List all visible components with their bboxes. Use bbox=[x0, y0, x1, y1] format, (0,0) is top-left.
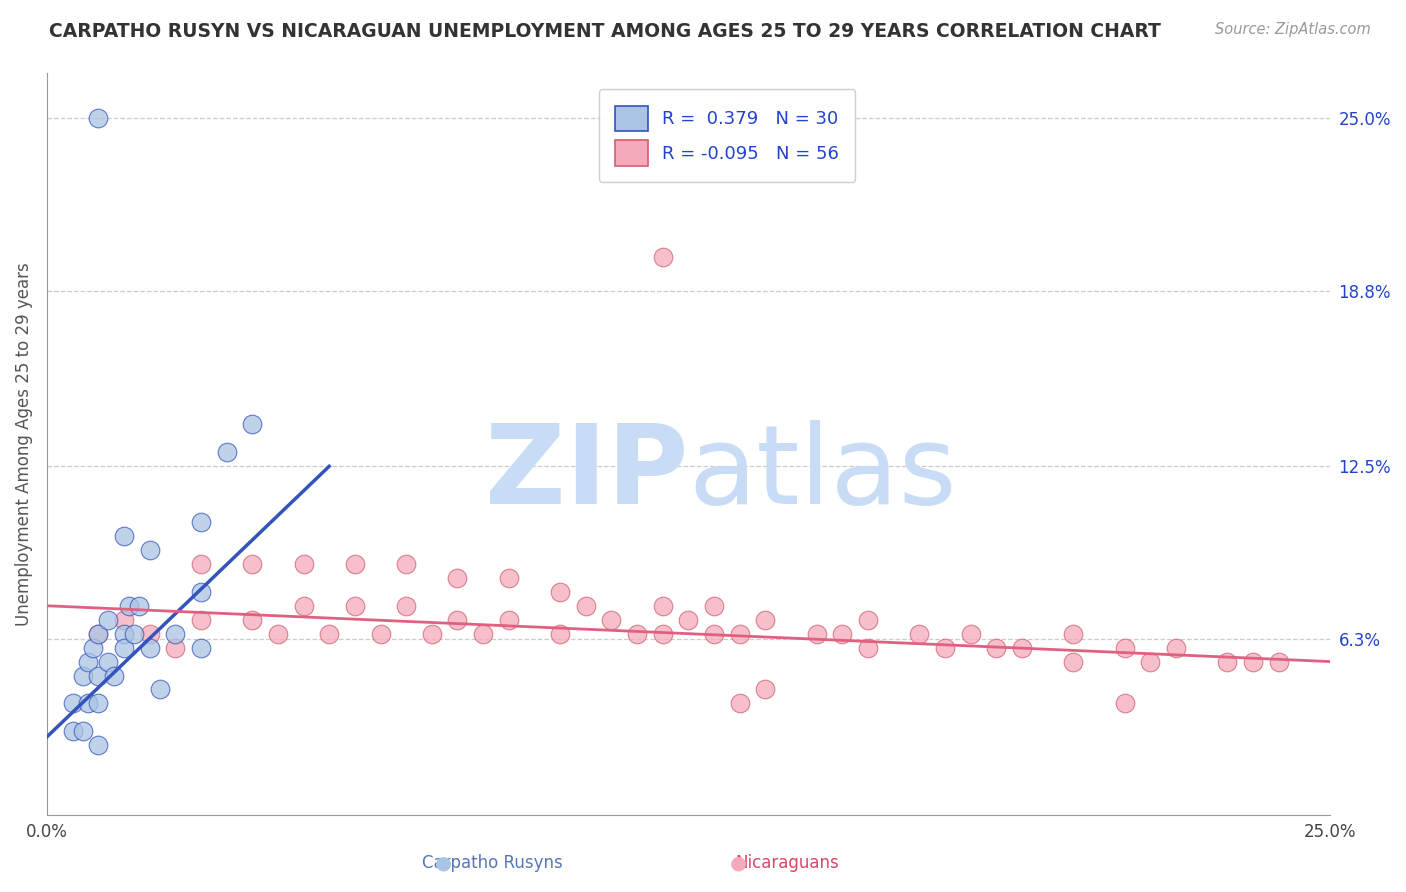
Point bbox=[215, 445, 238, 459]
Point bbox=[1114, 697, 1136, 711]
Point bbox=[292, 557, 315, 571]
Point bbox=[190, 640, 212, 655]
Point bbox=[190, 584, 212, 599]
Point bbox=[122, 626, 145, 640]
Point bbox=[77, 655, 100, 669]
Point bbox=[165, 640, 187, 655]
Point bbox=[87, 697, 110, 711]
Point bbox=[62, 724, 84, 739]
Point bbox=[678, 613, 700, 627]
Point bbox=[72, 724, 94, 739]
Point bbox=[77, 697, 100, 711]
Point bbox=[240, 557, 263, 571]
Point bbox=[343, 599, 366, 613]
Point bbox=[82, 640, 104, 655]
Point bbox=[149, 682, 172, 697]
Point bbox=[575, 599, 598, 613]
Point bbox=[856, 640, 879, 655]
Point bbox=[395, 599, 418, 613]
Point bbox=[548, 584, 571, 599]
Point bbox=[87, 738, 110, 752]
Point bbox=[128, 599, 150, 613]
Point bbox=[138, 640, 160, 655]
Point bbox=[1241, 655, 1264, 669]
Point bbox=[626, 626, 648, 640]
Point bbox=[97, 613, 120, 627]
Point bbox=[190, 613, 212, 627]
Point bbox=[138, 626, 160, 640]
Point bbox=[118, 599, 141, 613]
Point bbox=[856, 613, 879, 627]
Point bbox=[908, 626, 931, 640]
Point bbox=[1216, 655, 1239, 669]
Point bbox=[112, 613, 135, 627]
Point bbox=[190, 515, 212, 529]
Point bbox=[754, 682, 776, 697]
Point bbox=[138, 543, 160, 558]
Point bbox=[754, 613, 776, 627]
Point bbox=[97, 655, 120, 669]
Point bbox=[1062, 655, 1084, 669]
Text: Carpatho Rusyns: Carpatho Rusyns bbox=[422, 855, 562, 872]
Point bbox=[1062, 626, 1084, 640]
Text: ZIP: ZIP bbox=[485, 420, 689, 527]
Point bbox=[267, 626, 290, 640]
Point bbox=[498, 571, 520, 585]
Point bbox=[112, 529, 135, 543]
Point bbox=[72, 668, 94, 682]
Point bbox=[651, 626, 673, 640]
Text: ●: ● bbox=[434, 854, 451, 872]
Point bbox=[87, 626, 110, 640]
Y-axis label: Unemployment Among Ages 25 to 29 years: Unemployment Among Ages 25 to 29 years bbox=[15, 262, 32, 626]
Point bbox=[87, 668, 110, 682]
Point bbox=[292, 599, 315, 613]
Text: Source: ZipAtlas.com: Source: ZipAtlas.com bbox=[1215, 22, 1371, 37]
Point bbox=[728, 697, 751, 711]
Point bbox=[62, 697, 84, 711]
Point bbox=[651, 250, 673, 264]
Point bbox=[446, 571, 468, 585]
Point bbox=[472, 626, 495, 640]
Text: atlas: atlas bbox=[689, 420, 957, 527]
Point bbox=[959, 626, 981, 640]
Point bbox=[651, 599, 673, 613]
Point bbox=[112, 640, 135, 655]
Point bbox=[806, 626, 828, 640]
Legend: R =  0.379   N = 30, R = -0.095   N = 56: R = 0.379 N = 30, R = -0.095 N = 56 bbox=[599, 89, 855, 182]
Point bbox=[1011, 640, 1033, 655]
Point bbox=[240, 613, 263, 627]
Point bbox=[831, 626, 853, 640]
Text: ●: ● bbox=[730, 854, 747, 872]
Point bbox=[395, 557, 418, 571]
Point bbox=[240, 417, 263, 432]
Point bbox=[446, 613, 468, 627]
Point bbox=[600, 613, 623, 627]
Text: Nicaraguans: Nicaraguans bbox=[735, 855, 839, 872]
Point bbox=[548, 626, 571, 640]
Point bbox=[103, 668, 125, 682]
Point bbox=[1267, 655, 1289, 669]
Point bbox=[1139, 655, 1161, 669]
Text: CARPATHO RUSYN VS NICARAGUAN UNEMPLOYMENT AMONG AGES 25 TO 29 YEARS CORRELATION : CARPATHO RUSYN VS NICARAGUAN UNEMPLOYMEN… bbox=[49, 22, 1161, 41]
Point bbox=[498, 613, 520, 627]
Point bbox=[190, 557, 212, 571]
Point bbox=[370, 626, 392, 640]
Point bbox=[1114, 640, 1136, 655]
Point bbox=[986, 640, 1008, 655]
Point bbox=[165, 626, 187, 640]
Point bbox=[343, 557, 366, 571]
Point bbox=[318, 626, 340, 640]
Point bbox=[703, 599, 725, 613]
Point bbox=[703, 626, 725, 640]
Point bbox=[934, 640, 956, 655]
Point bbox=[112, 626, 135, 640]
Point bbox=[420, 626, 443, 640]
Point bbox=[87, 111, 110, 125]
Point bbox=[87, 626, 110, 640]
Point bbox=[728, 626, 751, 640]
Point bbox=[1164, 640, 1187, 655]
